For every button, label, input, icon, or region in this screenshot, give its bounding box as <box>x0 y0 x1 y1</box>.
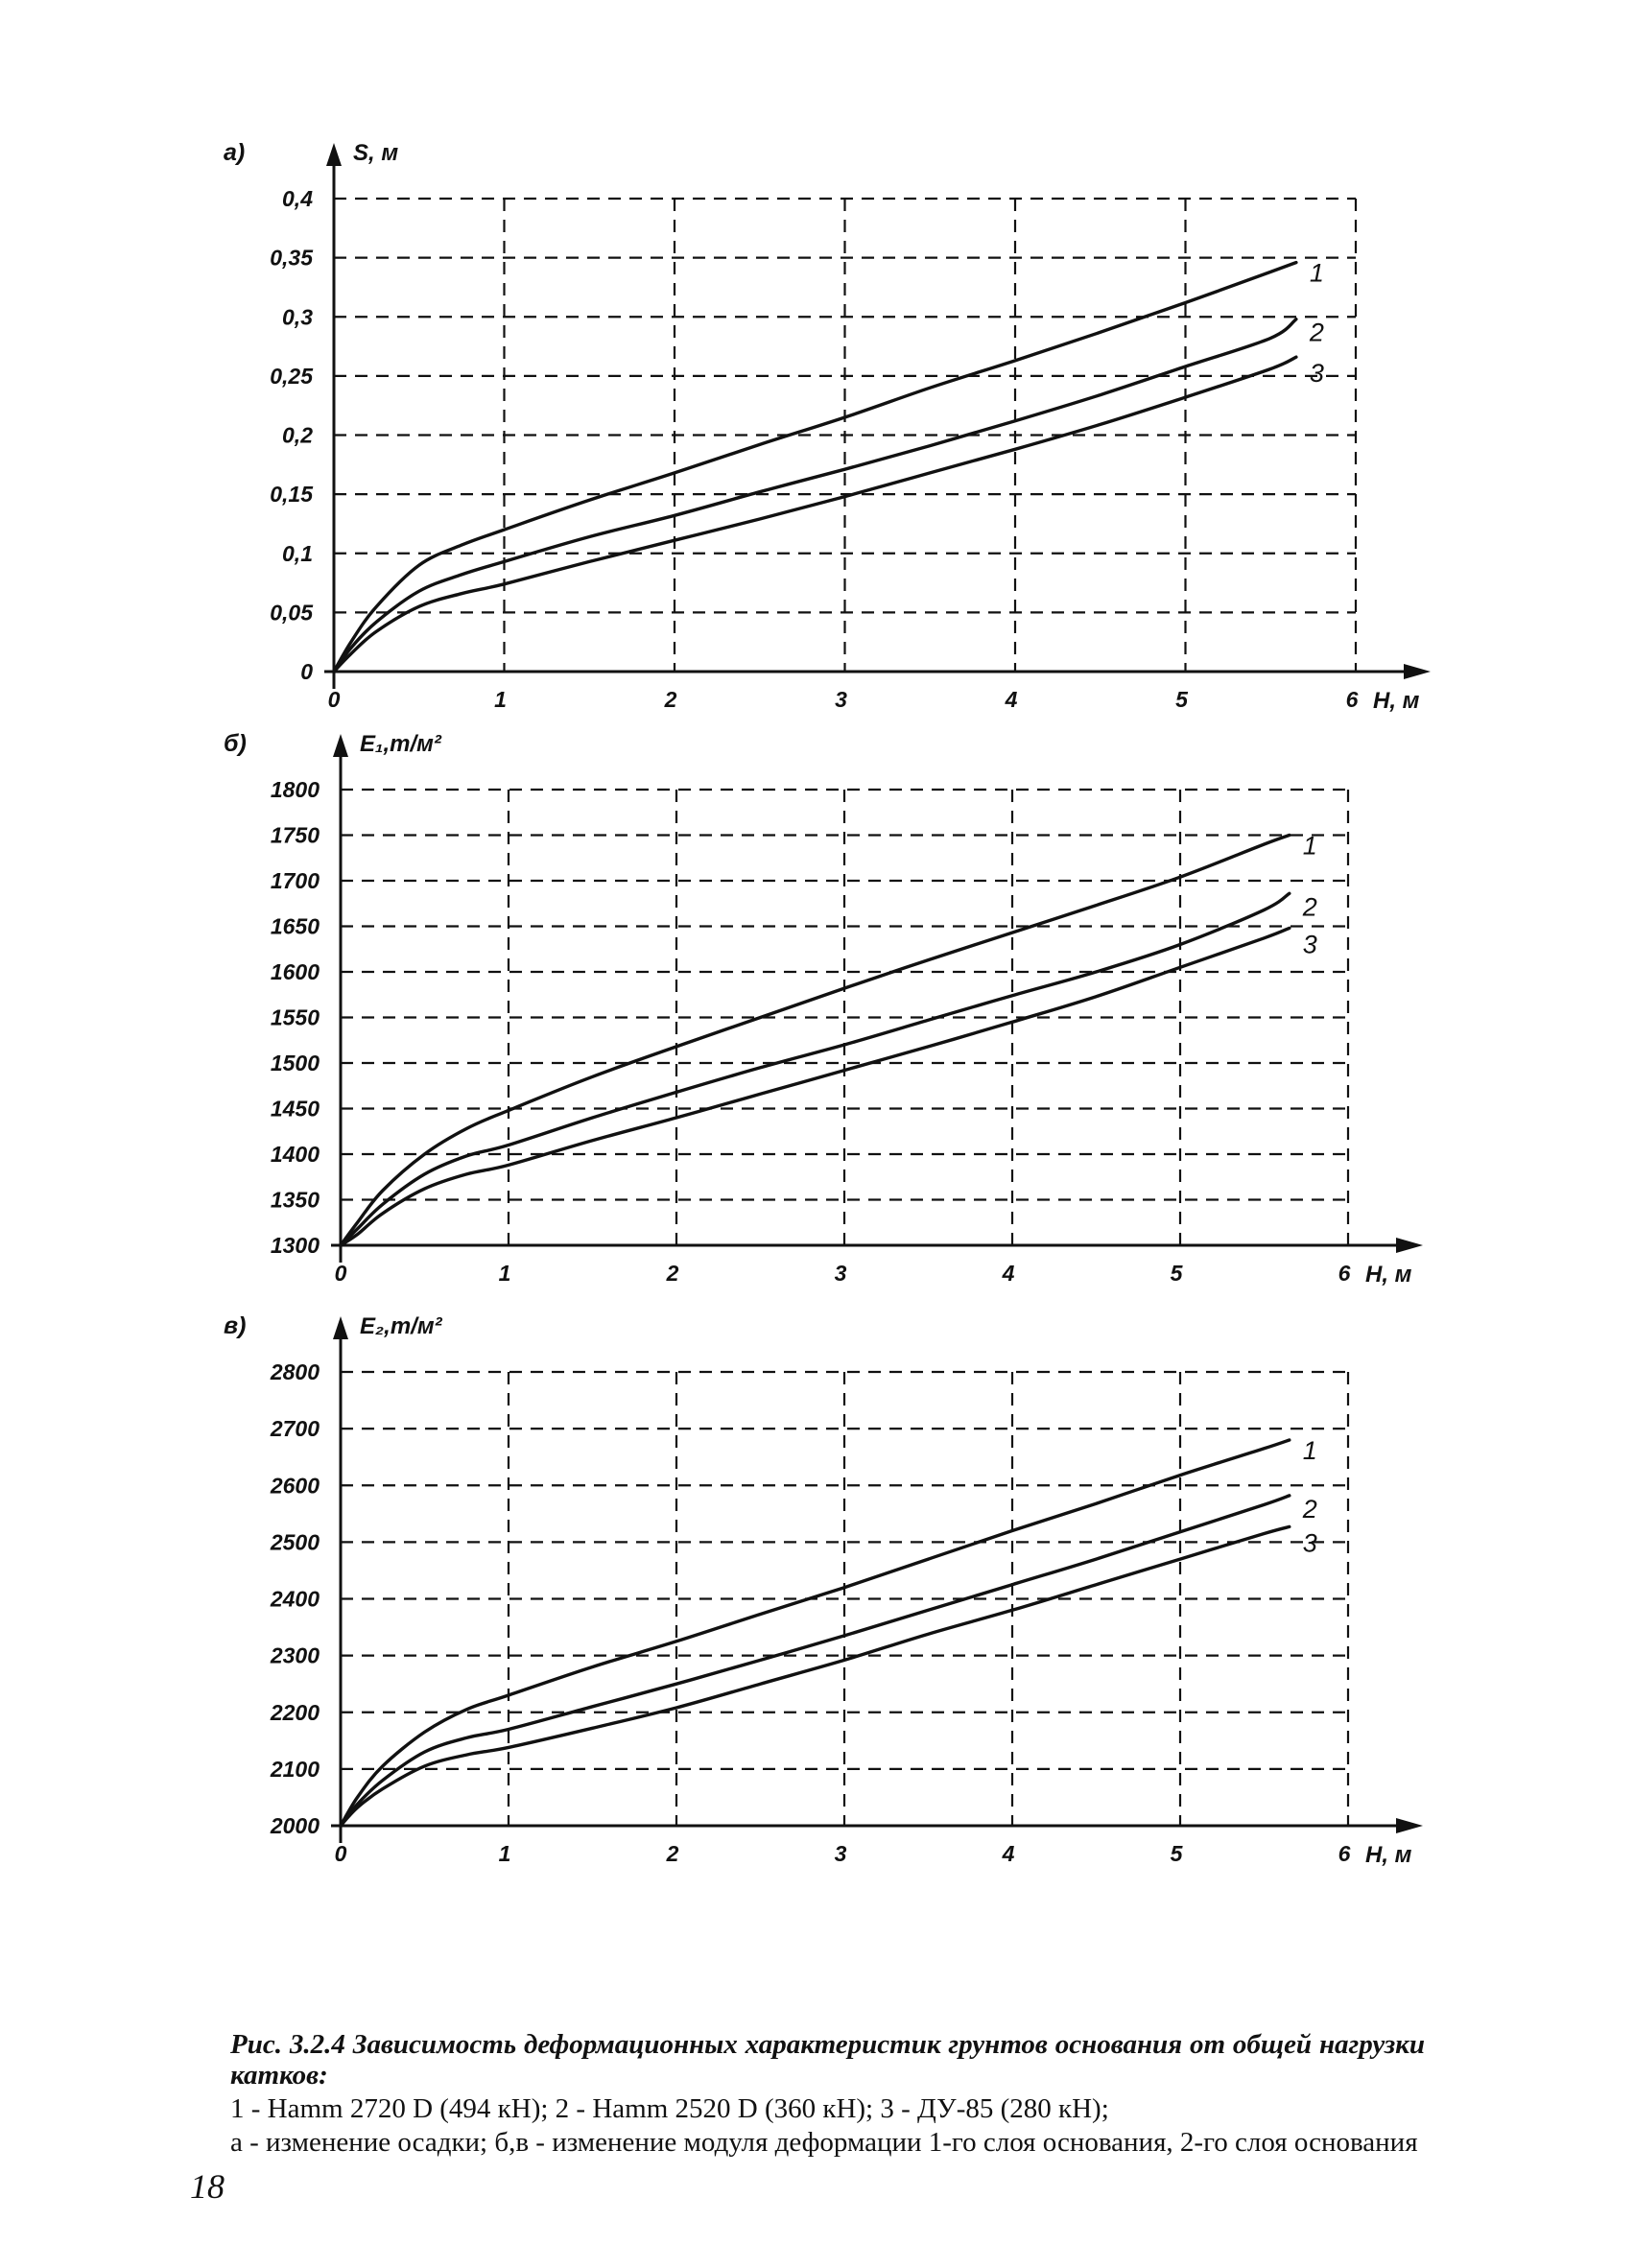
y-tick-label: 2700 <box>270 1416 320 1441</box>
x-tick-label: 6 <box>1338 1261 1351 1286</box>
y-tick-label: 1350 <box>271 1188 320 1213</box>
x-tick-label: 5 <box>1171 1841 1184 1866</box>
x-tick-label: 0 <box>335 1841 347 1866</box>
y-tick-label: 0,15 <box>270 482 314 507</box>
page-number: 18 <box>190 2167 225 2206</box>
y-axis-label: E₁,т/м² <box>360 731 442 757</box>
y-tick-label: 2800 <box>270 1359 320 1384</box>
y-tick-label: 2400 <box>270 1587 320 1612</box>
x-tick-label: 3 <box>835 1841 847 1866</box>
y-tick-label: 0 <box>300 659 313 684</box>
x-axis-arrow <box>1396 1238 1423 1253</box>
x-tick-label: 1 <box>494 687 507 712</box>
x-tick-label: 6 <box>1346 687 1359 712</box>
x-axis-arrow <box>1396 1818 1423 1833</box>
series-line-1 <box>339 833 1291 1247</box>
series-line-1 <box>332 260 1298 673</box>
x-axis-label: H, м <box>1373 688 1420 714</box>
series-line-1 <box>339 1438 1291 1828</box>
panel-letter: в) <box>224 1312 246 1339</box>
x-axis-label: H, м <box>1365 1842 1412 1868</box>
caption-legend-line: 1 - Hamm 2720 D (494 кН); 2 - Hamm 2520 … <box>230 2093 1109 2124</box>
x-tick-label: 2 <box>666 1841 679 1866</box>
series-line-3 <box>339 1524 1291 1828</box>
x-tick-label: 3 <box>835 1261 847 1286</box>
caption-title: Рис. 3.2.4 Зависимость деформационных ха… <box>230 2029 1425 2091</box>
y-tick-label: 0,2 <box>282 423 313 448</box>
x-tick-label: 4 <box>1005 687 1018 712</box>
y-axis-arrow <box>333 1316 348 1339</box>
y-tick-label: 1600 <box>271 959 320 984</box>
series-label-3: 3 <box>1303 930 1317 958</box>
x-tick-label: 3 <box>835 687 847 712</box>
x-tick-label: 2 <box>666 1261 679 1286</box>
y-tick-label: 0,35 <box>270 246 314 271</box>
series-line-2 <box>339 891 1291 1247</box>
y-tick-label: 2300 <box>270 1643 320 1668</box>
chart-panel: 2000 2100 2200 2300 2400 2500 2600 2700 2800 0 1 2 3… <box>224 1312 1423 1868</box>
series-label-3: 3 <box>1310 359 1324 388</box>
y-tick-label: 1700 <box>271 868 320 893</box>
y-tick-label: 0,4 <box>282 186 313 211</box>
series-line-3 <box>339 926 1291 1247</box>
y-tick-label: 2500 <box>270 1529 320 1554</box>
y-tick-label: 0,3 <box>282 304 313 329</box>
series-label-1: 1 <box>1303 1436 1317 1465</box>
series-line-2 <box>339 1494 1291 1828</box>
x-tick-label: 2 <box>664 687 677 712</box>
x-tick-label: 5 <box>1175 687 1189 712</box>
x-tick-label: 1 <box>499 1841 511 1866</box>
x-tick-label: 1 <box>499 1261 511 1286</box>
y-tick-label: 1550 <box>271 1005 320 1030</box>
chart-panel: 1300135014001450150015501600165017001750… <box>224 730 1423 1288</box>
y-tick-label: 1300 <box>271 1233 320 1258</box>
y-tick-label: 2100 <box>270 1757 320 1782</box>
series-label-2: 2 <box>1302 1495 1317 1524</box>
y-axis-label: S, м <box>353 140 398 166</box>
x-axis-label: H, м <box>1365 1262 1412 1288</box>
caption-description: а - изменение осадки; б,в - изменение мо… <box>230 2127 1418 2158</box>
panel-letter: а) <box>224 139 245 166</box>
series-label-1: 1 <box>1303 832 1317 861</box>
x-tick-label: 0 <box>328 687 341 712</box>
y-tick-label: 2200 <box>270 1700 320 1725</box>
x-tick-label: 4 <box>1002 1841 1015 1866</box>
x-tick-label: 6 <box>1338 1841 1351 1866</box>
series-label-1: 1 <box>1310 259 1324 288</box>
chart-panel: 0 0,05 0,1 0,15 0,2 0,25 0,3 0,35 0,4 0 1 2 3 4 5 6 S, м… <box>224 139 1431 714</box>
x-tick-label: 0 <box>335 1261 347 1286</box>
y-tick-label: 1800 <box>271 777 320 802</box>
y-tick-label: 2000 <box>270 1813 320 1838</box>
y-axis-arrow <box>326 143 342 166</box>
figure-caption: Рис. 3.2.4 Зависимость деформационных ха… <box>230 2029 1425 2158</box>
series-label-2: 2 <box>1302 892 1317 921</box>
panel-letter: б) <box>224 730 247 757</box>
x-tick-label: 4 <box>1002 1261 1015 1286</box>
y-tick-label: 1750 <box>271 823 320 848</box>
y-axis-arrow <box>333 734 348 757</box>
x-axis-arrow <box>1404 664 1431 679</box>
y-tick-label: 2600 <box>270 1473 320 1498</box>
y-tick-label: 1650 <box>271 914 320 939</box>
y-tick-label: 0,25 <box>270 364 314 389</box>
series-line-3 <box>332 355 1298 673</box>
y-axis-label: E₂,т/м² <box>360 1313 443 1339</box>
series-label-3: 3 <box>1303 1528 1317 1557</box>
series-line-2 <box>332 318 1298 673</box>
y-tick-label: 0,05 <box>270 600 314 625</box>
y-tick-label: 1500 <box>271 1051 320 1075</box>
y-tick-label: 1400 <box>271 1142 320 1167</box>
series-label-2: 2 <box>1309 319 1324 347</box>
y-tick-label: 1450 <box>271 1097 320 1122</box>
x-tick-label: 5 <box>1171 1261 1184 1286</box>
y-tick-label: 0,1 <box>282 541 313 566</box>
